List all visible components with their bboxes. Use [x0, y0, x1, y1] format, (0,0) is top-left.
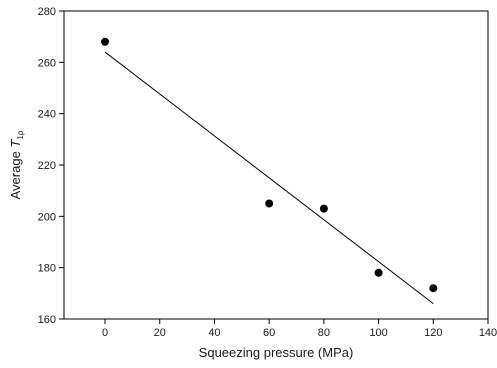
y-tick-label: 280	[38, 6, 56, 18]
data-points	[101, 37, 438, 293]
y-tick-label: 200	[38, 211, 56, 223]
data-point	[101, 37, 110, 46]
y-axis-title-prefix: Average	[8, 148, 23, 200]
x-tick-label: 60	[263, 327, 275, 339]
data-point	[374, 268, 383, 277]
y-tick-label: 160	[38, 314, 56, 326]
x-tick-label: 120	[424, 327, 442, 339]
y-axis-title-subscript: 1ρ	[16, 130, 25, 139]
data-point	[265, 199, 274, 208]
x-tick-label: 40	[208, 327, 220, 339]
plot-frame	[63, 10, 489, 320]
x-tick-label: 0	[102, 327, 108, 339]
data-point	[319, 204, 328, 213]
y-axis-ticks: 160 180 200 220 240 260 280	[38, 6, 64, 326]
y-tick-label: 260	[38, 57, 56, 69]
data-point	[429, 284, 438, 293]
y-tick-label: 240	[38, 109, 56, 121]
y-tick-label: 220	[38, 160, 56, 172]
x-tick-label: 20	[154, 327, 166, 339]
fit-line-group	[104, 51, 434, 304]
y-axis-title-symbol: T	[8, 139, 23, 148]
x-axis-title: Squeezing pressure (MPa)	[199, 345, 354, 360]
y-axis-title: Average T1ρ	[8, 130, 25, 199]
x-tick-label: 80	[318, 327, 330, 339]
x-tick-label: 140	[479, 327, 497, 339]
x-axis-ticks: 0 20 40 60 80 100 120 140	[102, 319, 497, 339]
x-tick-label: 100	[369, 327, 387, 339]
fit-line	[104, 51, 434, 304]
y-tick-label: 180	[38, 263, 56, 275]
